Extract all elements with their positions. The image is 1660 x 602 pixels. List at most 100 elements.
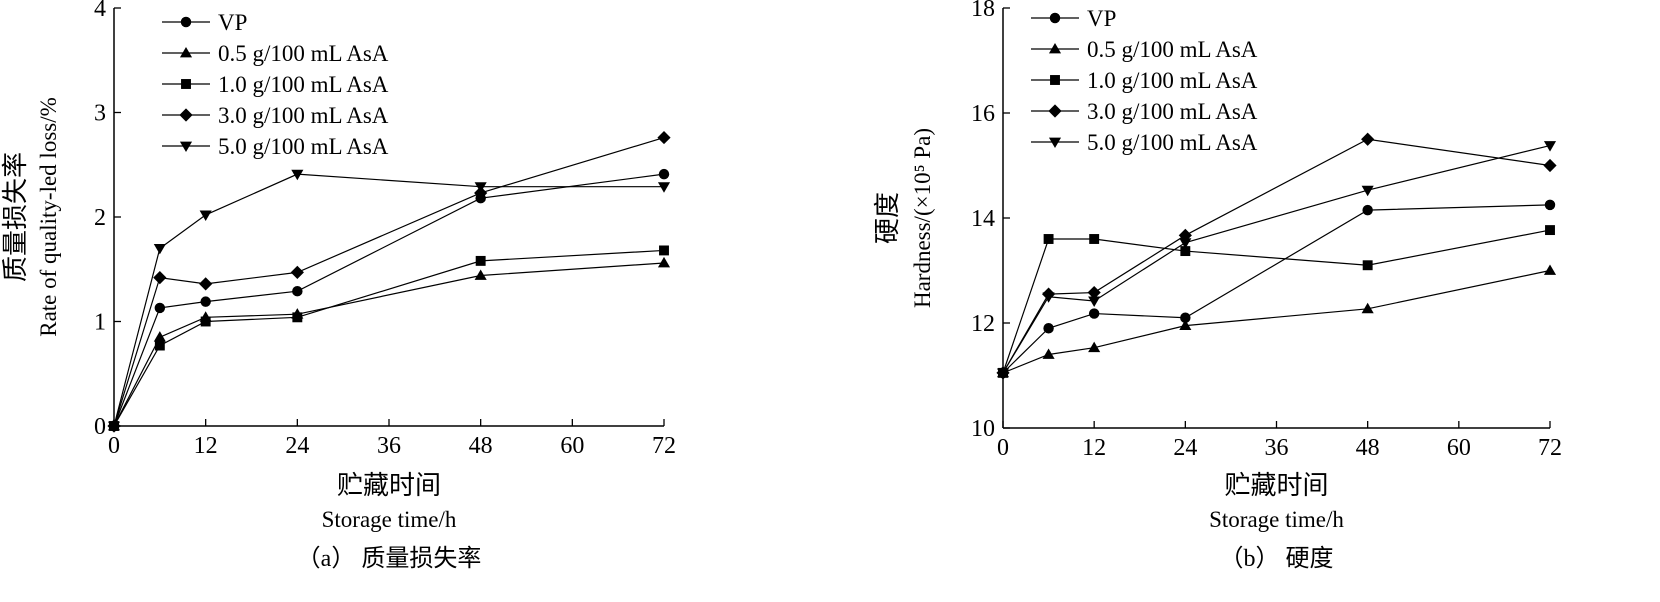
y-axis-title-cn: 硬度 bbox=[873, 192, 902, 244]
series-5-0-g-100-ml-asa bbox=[107, 169, 671, 433]
legend-marker bbox=[1049, 12, 1061, 24]
y-tick-label: 10 bbox=[971, 416, 995, 442]
legend-label: VP bbox=[218, 10, 247, 35]
data-point bbox=[1179, 319, 1192, 331]
y-tick-label: 0 bbox=[94, 414, 106, 440]
data-point bbox=[199, 277, 213, 291]
series-vp bbox=[997, 199, 1556, 379]
x-axis-title-en: Storage time/h bbox=[322, 507, 457, 532]
x-tick-label: 60 bbox=[560, 433, 584, 459]
legend-marker bbox=[1050, 75, 1060, 85]
data-point bbox=[475, 255, 486, 266]
legend-marker bbox=[1048, 137, 1062, 149]
data-point bbox=[1543, 264, 1557, 275]
data-point bbox=[657, 130, 671, 145]
data-point bbox=[657, 182, 671, 193]
chart-panel-a: 0 12 24 36 48 60 72 0 1 2 3 4 VP 0.5 g/100 mL AsA 1.0 … bbox=[1, 0, 676, 572]
legend-marker bbox=[179, 108, 193, 122]
series-line bbox=[113, 173, 664, 427]
legend-label: 0.5 g/100 mL AsA bbox=[1087, 37, 1258, 62]
data-point bbox=[1042, 292, 1055, 303]
y-tick-label: 1 bbox=[94, 310, 106, 336]
data-point bbox=[1042, 348, 1055, 359]
x-tick-label: 0 bbox=[108, 433, 120, 459]
x-tick-label: 0 bbox=[997, 435, 1009, 461]
series-3-0-g-100-ml-asa bbox=[107, 130, 671, 433]
data-point bbox=[1043, 323, 1054, 334]
x-axis-title-cn: 贮藏时间 bbox=[337, 471, 441, 500]
data-point bbox=[657, 256, 671, 268]
data-point bbox=[291, 169, 304, 181]
data-point bbox=[1088, 296, 1101, 307]
data-point bbox=[154, 340, 165, 351]
y-axis-title-en: Rate of quality-led loss/% bbox=[36, 97, 61, 337]
data-point bbox=[154, 302, 166, 314]
legend-marker bbox=[181, 79, 191, 89]
data-point bbox=[292, 312, 303, 323]
data-point bbox=[153, 243, 166, 255]
y-tick-label: 2 bbox=[94, 205, 106, 231]
x-tick-label: 36 bbox=[377, 433, 401, 459]
data-point bbox=[474, 269, 487, 280]
x-tick-label: 24 bbox=[285, 433, 309, 459]
y-tick-label: 4 bbox=[94, 0, 106, 22]
x-tick-label: 36 bbox=[1265, 435, 1289, 461]
data-point bbox=[1545, 225, 1555, 236]
legend-label: VP bbox=[1087, 6, 1116, 31]
legend-label: 5.0 g/100 mL AsA bbox=[1087, 130, 1258, 155]
legend-marker bbox=[180, 16, 192, 28]
x-tick-label: 60 bbox=[1447, 435, 1471, 461]
series-0-5-g-100-ml-asa bbox=[107, 256, 671, 431]
legend-marker bbox=[179, 141, 193, 153]
legend-label: 3.0 g/100 mL AsA bbox=[1087, 99, 1258, 124]
x-tick-label: 72 bbox=[652, 433, 676, 459]
data-point bbox=[1180, 312, 1191, 323]
legend-marker bbox=[1048, 42, 1062, 54]
legend-marker bbox=[1048, 104, 1062, 118]
legend-label: 1.0 g/100 mL AsA bbox=[1087, 68, 1258, 93]
series-1-0-g-100-ml-asa bbox=[109, 245, 669, 431]
series-line bbox=[1002, 229, 1551, 374]
data-point bbox=[474, 182, 487, 193]
legend-label: 0.5 g/100 mL AsA bbox=[218, 41, 389, 66]
legend-marker bbox=[179, 46, 193, 58]
series-line bbox=[1002, 138, 1551, 374]
chart-panel-b: 0 12 24 36 48 60 72 10 12 14 16 18 VP 0.5 g/100 mL As… bbox=[830, 0, 1660, 602]
series-line bbox=[113, 137, 665, 427]
x-tick-label: 48 bbox=[469, 433, 493, 459]
x-tick-label: 12 bbox=[194, 433, 218, 459]
legend-label: 1.0 g/100 mL AsA bbox=[218, 72, 389, 97]
series-line bbox=[1002, 144, 1551, 374]
series-line bbox=[113, 249, 665, 427]
series-1-0-g-100-ml-asa bbox=[998, 225, 1555, 378]
data-point bbox=[1362, 204, 1373, 216]
x-tick-label: 12 bbox=[1082, 435, 1106, 461]
data-point bbox=[1361, 302, 1374, 314]
y-tick-label: 16 bbox=[971, 101, 995, 127]
x-tick-label: 48 bbox=[1356, 435, 1380, 461]
data-point bbox=[474, 186, 488, 200]
data-point bbox=[292, 285, 303, 297]
y-tick-label: 18 bbox=[971, 0, 995, 22]
y-tick-label: 12 bbox=[971, 311, 995, 337]
legend: VP 0.5 g/100 mL AsA 1.0 g/100 mL AsA 3.0 g/… bbox=[162, 10, 389, 159]
x-tick-label: 72 bbox=[1538, 435, 1562, 461]
data-point bbox=[1543, 141, 1557, 152]
data-point bbox=[1361, 185, 1374, 197]
series-0-5-g-100-ml-asa bbox=[996, 264, 1557, 378]
data-point bbox=[996, 368, 1010, 379]
series-line bbox=[1002, 269, 1551, 374]
chart-caption: （a） 质量损失率 bbox=[297, 545, 482, 572]
series-3-0-g-100-ml-asa bbox=[996, 132, 1557, 380]
data-point bbox=[1179, 238, 1192, 249]
data-point bbox=[153, 271, 167, 285]
data-point bbox=[1180, 246, 1191, 257]
y-axis-title-cn: 质量损失率 bbox=[1, 152, 30, 282]
data-point bbox=[199, 210, 212, 221]
data-point bbox=[1543, 158, 1557, 173]
chart-caption: （b） 硬度 bbox=[1220, 545, 1334, 572]
series-line bbox=[113, 173, 665, 427]
x-axis-title-cn: 贮藏时间 bbox=[1224, 471, 1328, 500]
data-point bbox=[1088, 308, 1100, 319]
